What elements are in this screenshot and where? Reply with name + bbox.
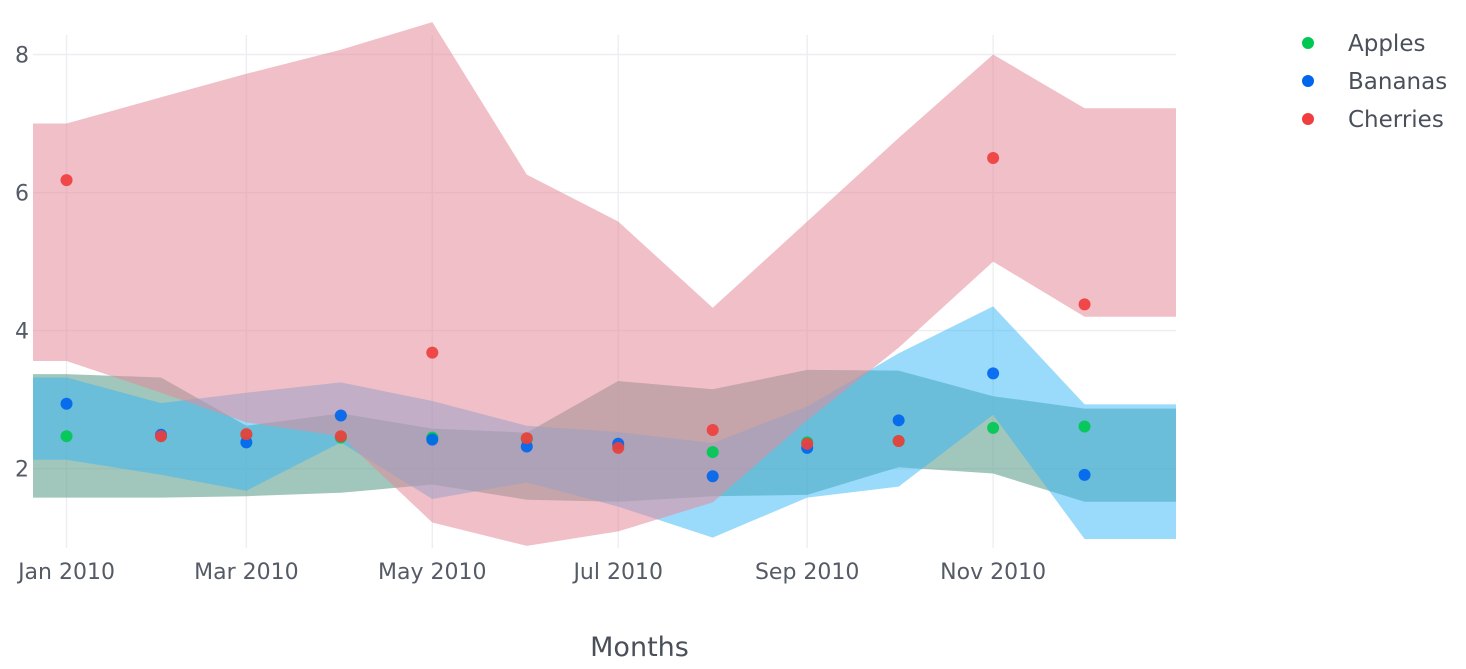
point-cherries[interactable] — [155, 430, 168, 443]
point-layer — [60, 152, 1091, 483]
legend-item-cherries[interactable]: Cherries — [1302, 107, 1444, 133]
band-cherries — [33, 22, 1176, 546]
point-cherries[interactable] — [612, 441, 625, 454]
point-cherries[interactable] — [706, 423, 719, 436]
point-bananas[interactable] — [706, 470, 719, 483]
point-bananas[interactable] — [1078, 468, 1091, 481]
point-cherries[interactable] — [1078, 298, 1091, 311]
band-layer — [33, 22, 1176, 546]
point-bananas[interactable] — [520, 440, 533, 453]
point-bananas[interactable] — [892, 414, 905, 427]
x-tick-label: Nov 2010 — [940, 560, 1046, 585]
legend-item-bananas[interactable]: Bananas — [1302, 69, 1447, 95]
point-cherries[interactable] — [60, 174, 73, 187]
legend-marker — [1302, 113, 1314, 125]
x-tick-label: Jul 2010 — [571, 560, 663, 585]
point-bananas[interactable] — [60, 397, 73, 410]
legend-label: Apples — [1348, 31, 1425, 57]
legend-item-apples[interactable]: Apples — [1302, 31, 1425, 57]
tick-layer: Jan 2010 Mar 2010 May 2010 Jul 2010 Sep 2010… — [15, 44, 1046, 585]
point-cherries[interactable] — [987, 152, 1000, 165]
y-tick-label: 4 — [15, 320, 29, 345]
point-apples[interactable] — [706, 446, 719, 459]
point-cherries[interactable] — [892, 435, 905, 448]
x-axis-title: Months — [590, 632, 689, 663]
y-tick-label: 6 — [15, 182, 29, 207]
y-tick-label: 8 — [15, 44, 29, 69]
point-bananas[interactable] — [426, 433, 439, 446]
x-tick-label: Sep 2010 — [755, 560, 859, 585]
legend-label: Bananas — [1348, 69, 1447, 95]
point-cherries[interactable] — [520, 432, 533, 445]
point-apples[interactable] — [1078, 420, 1091, 433]
point-apples[interactable] — [987, 421, 1000, 434]
point-bananas[interactable] — [334, 409, 347, 422]
y-tick-label: 2 — [15, 458, 29, 483]
x-tick-label: May 2010 — [378, 560, 486, 585]
legend-marker — [1302, 37, 1314, 49]
x-tick-label: Mar 2010 — [194, 560, 299, 585]
legend[interactable]: Apples Bananas Cherries — [1302, 31, 1447, 133]
point-cherries[interactable] — [426, 346, 439, 359]
point-apples[interactable] — [60, 430, 73, 443]
point-cherries[interactable] — [334, 430, 347, 443]
point-cherries[interactable] — [801, 437, 814, 450]
legend-label: Cherries — [1348, 107, 1444, 133]
band-bananas — [33, 306, 1176, 539]
x-tick-label: Jan 2010 — [16, 560, 115, 585]
point-bananas[interactable] — [240, 436, 253, 449]
legend-marker — [1302, 75, 1314, 87]
point-bananas[interactable] — [987, 367, 1000, 380]
point-cherries[interactable] — [240, 428, 253, 441]
